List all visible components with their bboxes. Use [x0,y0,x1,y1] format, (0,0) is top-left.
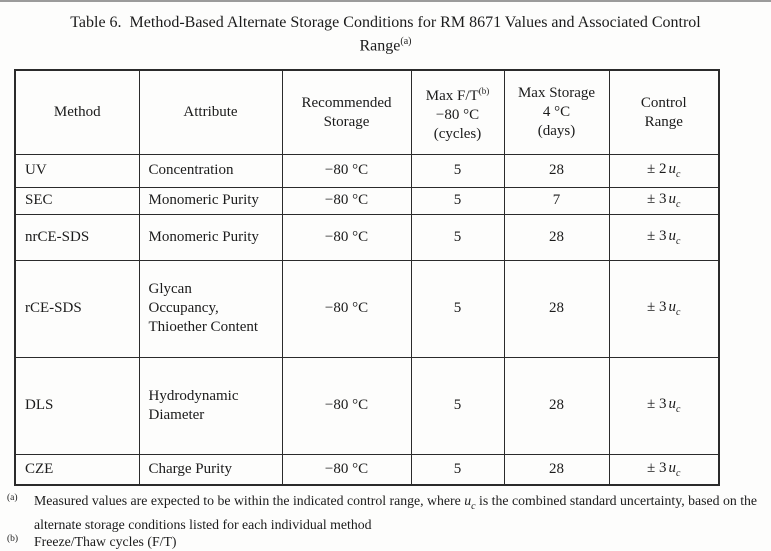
footnotes: (a) Measured values are expected to be wi… [7,492,768,550]
table-title-range-word: Range [359,37,401,55]
storage-conditions-table: Method Attribute Recommended Storage Max F/T… [14,69,720,487]
table-row-sec: SEC Monomeric Purity −80 °C 5 7 ± 3 uc [14,186,720,215]
max-storage-days-cell: 7 [503,186,610,215]
footnote-ref-a: (a) [400,36,412,47]
max-storage-days-cell: 28 [503,453,610,486]
attribute-cell: Glycan Occupancy, Thioether Content [138,259,283,358]
footnote-a: (a) Measured values are expected to be wi… [7,492,768,533]
combined-uncertainty-symbol: uc [464,493,476,513]
attribute-cell: Concentration [138,153,283,188]
method-cell: nrCE-SDS [14,213,140,261]
table-row-dls: DLS Hydrodynamic Diameter −80 °C 5 28 ± 3 uc [14,356,720,455]
max-storage-days-cell: 28 [503,259,610,358]
column-header-method: Method [14,69,140,155]
max-ft-cycles-cell: 5 [410,453,505,486]
scan-edge-artifact [0,0,771,2]
control-range-cell: ± 3 uc [608,186,720,215]
control-range-cell: ± 3 uc [608,356,720,455]
footnote-marker: (b) [7,534,19,545]
table-row-nrce-sds: nrCE-SDS Monomeric Purity −80 °C 5 28 ± 3 uc [14,213,720,261]
attribute-cell: Hydrodynamic Diameter [138,356,283,455]
table-row-uv: UV Concentration −80 °C 5 28 ± 2 uc [14,153,720,188]
max-storage-days-cell: 28 [503,213,610,261]
recommended-storage-cell: −80 °C [281,213,412,261]
column-header-attribute: Attribute [138,69,283,155]
control-range-cell: ± 3 uc [608,259,720,358]
max-storage-days-cell: 28 [503,153,610,188]
recommended-storage-cell: −80 °C [281,153,412,188]
attribute-cell: Monomeric Purity [138,186,283,215]
table-header-row: Method Attribute Recommended Storage Max F/T… [14,69,720,155]
method-cell: DLS [14,356,140,455]
column-header-recommended-storage: Recommended Storage [281,69,412,155]
attribute-cell: Charge Purity [138,453,283,486]
table-title-line2: Range(a) [28,32,743,55]
table-title-line1: Table 6. Method-Based Alternate Storage … [70,14,701,31]
footnote-b: (b) Freeze/Thaw cycles (F/T) [7,533,768,551]
method-cell: SEC [14,186,140,215]
recommended-storage-cell: −80 °C [281,356,412,455]
attribute-cell: Monomeric Purity [138,213,283,261]
max-ft-cycles-cell: 5 [410,153,505,188]
max-storage-days-cell: 28 [503,356,610,455]
control-range-cell: ± 3 uc [608,213,720,261]
table-title: Table 6. Method-Based Alternate Storage … [28,13,743,55]
recommended-storage-cell: −80 °C [281,259,412,358]
column-header-max-ft: Max F/T(b) −80 °C (cycles) [410,69,505,155]
max-ft-cycles-cell: 5 [410,186,505,215]
table-row-cze: CZE Charge Purity −80 °C 5 28 ± 3 uc [14,453,720,486]
footnote-marker: (a) [7,493,18,504]
method-cell: UV [14,153,140,188]
recommended-storage-cell: −80 °C [281,186,412,215]
footnote-ref-b: (b) [478,85,490,96]
method-cell: CZE [14,453,140,486]
max-ft-cycles-cell: 5 [410,259,505,358]
table-row-rce-sds: rCE-SDS Glycan Occupancy, Thioether Content… [14,259,720,358]
column-header-max-storage: Max Storage 4 °C (days) [503,69,610,155]
column-header-control-range: Control Range [608,69,720,155]
max-ft-cycles-cell: 5 [410,356,505,455]
method-cell: rCE-SDS [14,259,140,358]
control-range-cell: ± 3 uc [608,453,720,486]
max-ft-cycles-cell: 5 [410,213,505,261]
recommended-storage-cell: −80 °C [281,453,412,486]
control-range-cell: ± 2 uc [608,153,720,188]
